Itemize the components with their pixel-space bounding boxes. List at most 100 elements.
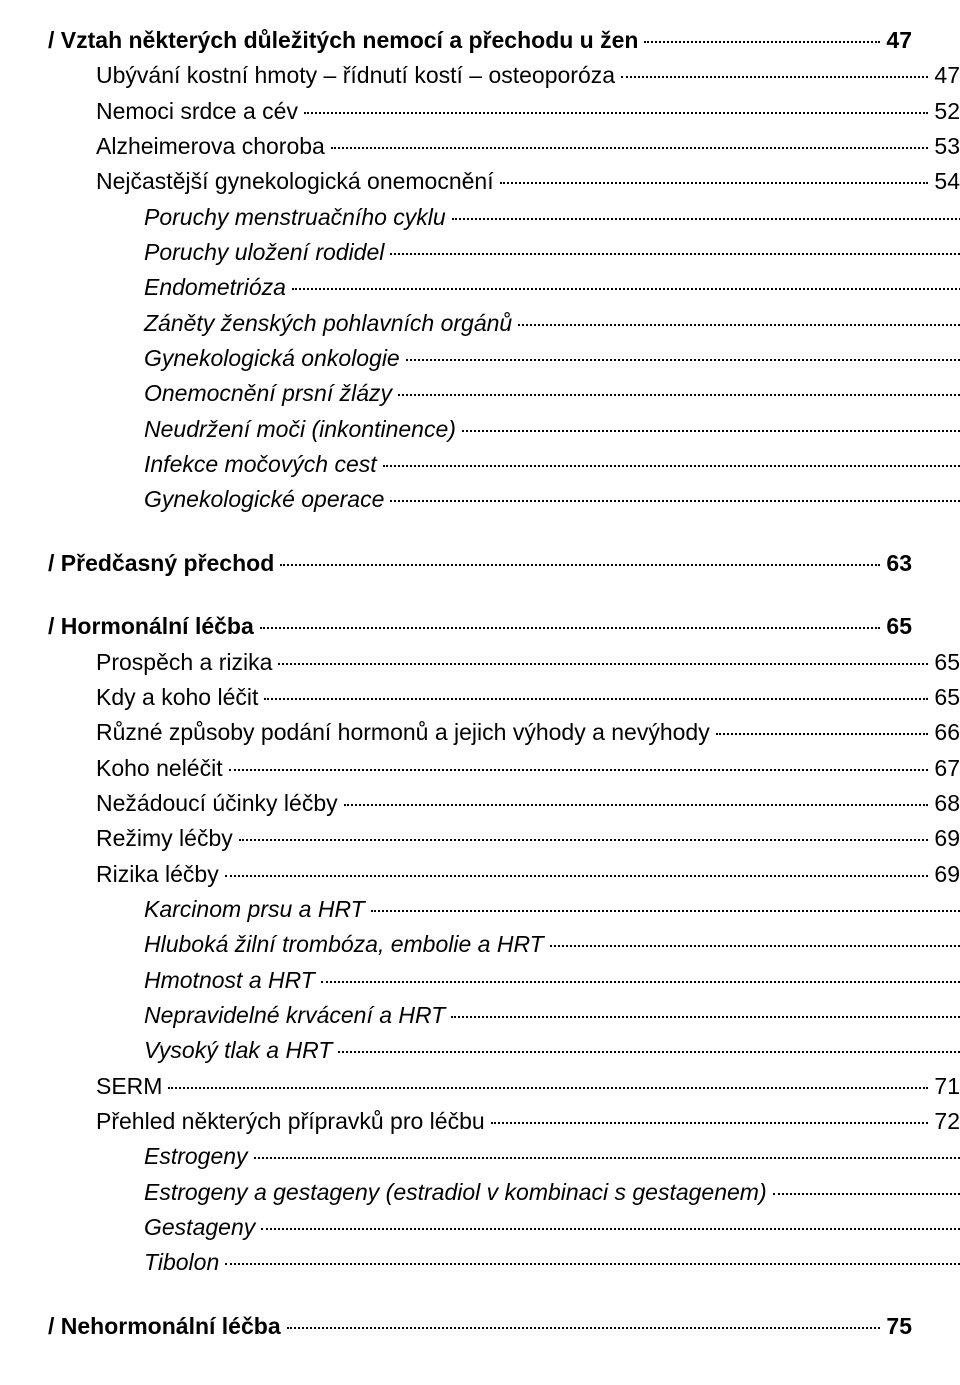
toc-entry-label: SERM (96, 1070, 162, 1103)
toc-entry-label: Různé způsoby podání hormonů a jejich vý… (96, 716, 710, 749)
toc-row: / Předčasný přechod63 (48, 547, 912, 580)
toc-entry-label: Rizika léčby (96, 858, 219, 891)
toc-row: Hmotnost a HRT70 (48, 964, 960, 997)
toc-entry-label: Infekce močových cest (144, 448, 377, 481)
toc-entry-label: Onemocnění prsní žlázy (144, 377, 392, 410)
toc-entry-label: Gynekologické operace (144, 483, 384, 516)
toc-row: Gynekologická onkologie57 (48, 342, 960, 375)
dot-leader (264, 698, 928, 700)
toc-entry-page: 66 (934, 716, 960, 749)
dot-leader (406, 359, 960, 361)
toc-row: Poruchy menstruačního cyklu54 (48, 201, 960, 234)
dot-leader (550, 945, 960, 947)
toc-row: Neudržení moči (inkontinence)58 (48, 413, 960, 446)
dot-leader (287, 1327, 881, 1329)
toc-entry-page: 53 (934, 130, 960, 163)
toc-entry-label: Tibolon (144, 1246, 219, 1279)
toc-row: / Nehormonální léčba75 (48, 1310, 912, 1343)
toc-entry-label: Režimy léčby (96, 822, 233, 855)
toc-entry-label: Gestageny (144, 1211, 255, 1244)
toc-entry-page: 65 (934, 681, 960, 714)
toc-entry-page: 47 (934, 59, 960, 92)
dot-leader (452, 218, 960, 220)
toc-row: Nemoci srdce a cév 52 (48, 95, 960, 128)
toc-entry-page: 65 (886, 610, 912, 643)
toc-entry-label: Estrogeny a gestageny (estradiol v kombi… (144, 1176, 767, 1209)
toc-entry-label: Endometrióza (144, 271, 286, 304)
toc-entry-page: 54 (934, 165, 960, 198)
toc-entry-page: 47 (886, 24, 912, 57)
toc-row: / Vztah některých důležitých nemocí a př… (48, 24, 912, 57)
toc-entry-label: Nemoci srdce a cév (96, 95, 298, 128)
dot-leader (254, 1157, 960, 1159)
toc-entry-label: / Předčasný přechod (48, 547, 274, 580)
toc-row: Infekce močových cest59 (48, 448, 960, 481)
dot-leader (344, 804, 929, 806)
section-gap (48, 582, 912, 610)
toc-row: Nežádoucí účinky léčby68 (48, 787, 960, 820)
toc-entry-label: Hmotnost a HRT (144, 964, 315, 997)
toc-row: Tibolon74 (48, 1246, 960, 1279)
toc-row: SERM 71 (48, 1070, 960, 1103)
toc-entry-label: Ubývání kostní hmoty – řídnutí kostí – o… (96, 59, 615, 92)
toc-entry-label: Záněty ženských pohlavních orgánů (144, 307, 512, 340)
toc-entry-label: Poruchy menstruačního cyklu (144, 201, 446, 234)
dot-leader (260, 627, 881, 629)
dot-leader (621, 76, 928, 78)
dot-leader (491, 1122, 929, 1124)
toc-entry-label: Neudržení moči (inkontinence) (144, 413, 456, 446)
toc-row: Onemocnění prsní žlázy58 (48, 377, 960, 410)
toc-entry-page: 67 (934, 752, 960, 785)
dot-leader (500, 182, 929, 184)
dot-leader (773, 1193, 960, 1195)
toc-row: Estrogeny a gestageny (estradiol v kombi… (48, 1176, 960, 1209)
toc-row: Vysoký tlak a HRT71 (48, 1034, 960, 1067)
toc-row: Koho neléčit67 (48, 752, 960, 785)
toc-entry-label: / Hormonální léčba (48, 610, 254, 643)
dot-leader (292, 288, 960, 290)
toc-entry-page: 75 (886, 1310, 912, 1343)
toc-entry-label: / Vztah některých důležitých nemocí a př… (48, 24, 638, 57)
toc-row: Gestageny73 (48, 1211, 960, 1244)
section-gap (48, 1282, 912, 1310)
dot-leader (225, 875, 929, 877)
toc-entry-label: Estrogeny (144, 1140, 248, 1173)
toc-row: Endometrióza56 (48, 271, 960, 304)
dot-leader (280, 564, 880, 566)
toc-entry-page: 52 (934, 95, 960, 128)
dot-leader (304, 112, 928, 114)
toc-row: Ubývání kostní hmoty – řídnutí kostí – o… (48, 59, 960, 92)
dot-leader (331, 147, 929, 149)
toc-row: Různé způsoby podání hormonů a jejich vý… (48, 716, 960, 749)
toc-page: / Vztah některých důležitých nemocí a př… (0, 0, 960, 1385)
toc-row: Karcinom prsu a HRT70 (48, 893, 960, 926)
toc-entry-page: 72 (934, 1105, 960, 1138)
toc-row: Rizika léčby 69 (48, 858, 960, 891)
dot-leader (451, 1016, 960, 1018)
toc-row: Nejčastější gynekologická onemocnění 54 (48, 165, 960, 198)
dot-leader (716, 733, 929, 735)
toc-row: Estrogeny72 (48, 1140, 960, 1173)
toc-entry-page: 68 (934, 787, 960, 820)
toc-entry-label: Nejčastější gynekologická onemocnění (96, 165, 494, 198)
toc-row: Gynekologické operace60 (48, 483, 960, 516)
toc-entry-label: Karcinom prsu a HRT (144, 893, 365, 926)
dot-leader (390, 500, 960, 502)
toc-entry-label: Alzheimerova choroba (96, 130, 325, 163)
toc-row: Přehled některých přípravků pro léčbu72 (48, 1105, 960, 1138)
dot-leader (390, 253, 960, 255)
dot-leader (321, 981, 960, 983)
dot-leader (229, 769, 929, 771)
toc-entry-label: Gynekologická onkologie (144, 342, 400, 375)
toc-entry-label: Poruchy uložení rodidel (144, 236, 384, 269)
toc-entry-label: Prospěch a rizika (96, 646, 272, 679)
toc-row: Nepravidelné krvácení a HRT71 (48, 999, 960, 1032)
toc-entry-label: Vysoký tlak a HRT (144, 1034, 332, 1067)
dot-leader (398, 394, 960, 396)
dot-leader (644, 41, 880, 43)
toc-row: Režimy léčby69 (48, 822, 960, 855)
toc-entry-page: 69 (934, 858, 960, 891)
toc-row: Kdy a koho léčit65 (48, 681, 960, 714)
section-gap (48, 519, 912, 547)
toc-entry-page: 71 (934, 1070, 960, 1103)
